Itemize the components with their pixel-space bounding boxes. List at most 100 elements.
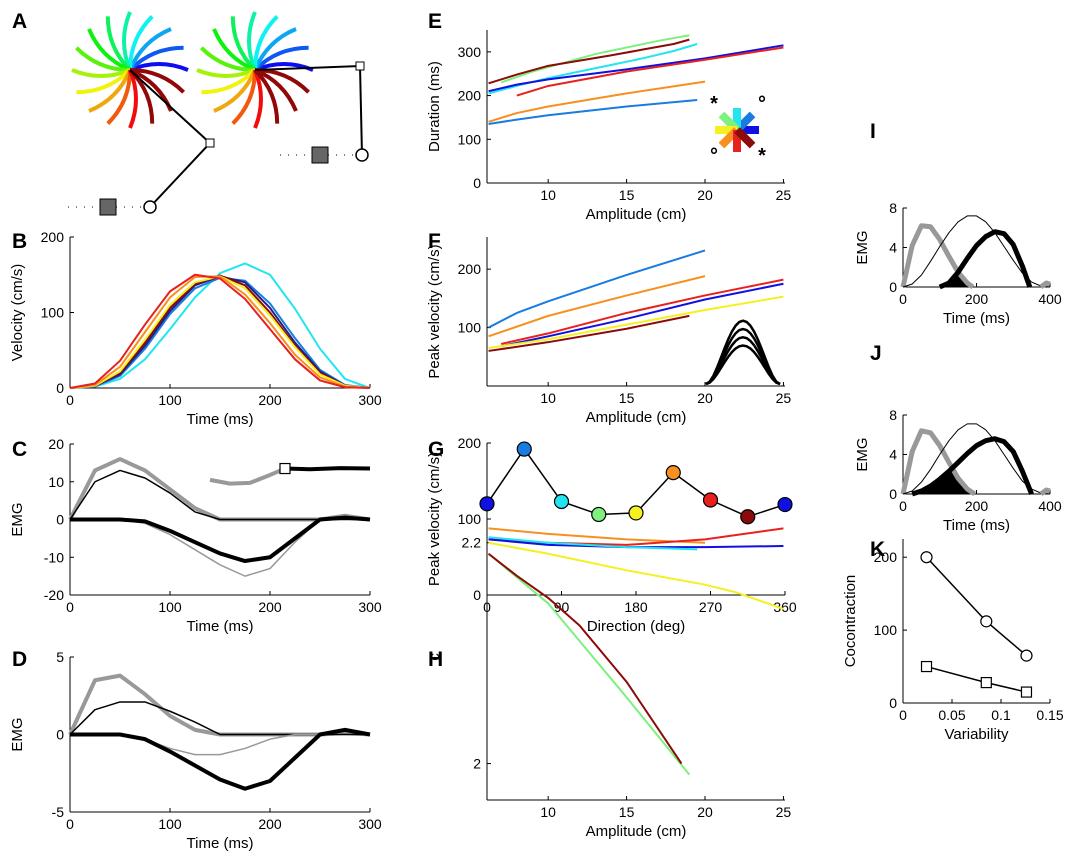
y-tick-label: 5 (56, 649, 64, 665)
trajectory (196, 68, 256, 78)
x-tick-label: 20 (697, 187, 713, 203)
panel-label: F (428, 230, 441, 253)
x-tick-label: 10 (540, 804, 556, 820)
body (99, 198, 117, 216)
line (70, 515, 371, 564)
annotation: ° (758, 93, 766, 115)
line (488, 80, 706, 123)
x-tick-label: 20 (697, 390, 713, 406)
line (70, 514, 371, 577)
y-axis-label: Peak velocity (cm/s) (426, 244, 443, 378)
trajectory (230, 16, 257, 72)
x-tick-label: 10 (540, 390, 556, 406)
line (488, 314, 690, 352)
line (488, 541, 784, 610)
trajectory (212, 28, 256, 72)
line (488, 275, 706, 338)
marker (777, 496, 793, 513)
trajectory (76, 68, 132, 95)
y-tick-label: 2 (473, 756, 481, 772)
y-tick-label: 0 (889, 486, 897, 502)
x-tick-label: 400 (1038, 498, 1062, 514)
panel-label: K (870, 538, 885, 561)
shoulder (143, 200, 157, 214)
y-tick-label: 100 (874, 622, 898, 638)
trajectory (253, 15, 279, 71)
y-axis-label: Peak velocity (cm/s) (426, 452, 443, 586)
x-tick-label: 0 (899, 707, 907, 723)
x-axis-label: Time (ms) (187, 411, 254, 428)
y-tick-label: 8 (889, 407, 897, 423)
line (926, 665, 1027, 693)
y-axis-label: Cocontraction (842, 575, 859, 668)
trajectory (253, 68, 280, 124)
line (500, 278, 784, 345)
x-axis-label: Variability (945, 726, 1009, 743)
x-tick-label: 0 (899, 498, 907, 514)
x-tick-label: 100 (158, 392, 182, 408)
x-tick-label: 0 (66, 392, 74, 408)
x-axis-label: Time (ms) (187, 835, 254, 852)
line (69, 469, 370, 521)
y-axis-label: Duration (ms) (426, 61, 443, 152)
trajectory (128, 27, 172, 71)
trajectory (105, 16, 132, 72)
y-axis-label: EMG (9, 717, 26, 751)
line (284, 466, 371, 472)
line (488, 527, 784, 546)
line (488, 43, 698, 95)
trajectory (128, 15, 154, 71)
x-tick-label: 200 (258, 816, 282, 832)
trajectory (231, 69, 257, 125)
y-tick-label: -5 (52, 804, 65, 820)
y-tick-label: 300 (458, 44, 482, 60)
marker (920, 660, 933, 673)
trajectory (87, 28, 131, 72)
y-tick-label: 2.2 (462, 535, 482, 551)
y-tick-label: 8 (889, 200, 897, 216)
y-tick-label: 0 (889, 695, 897, 711)
x-tick-label: 300 (358, 599, 382, 615)
line (69, 701, 370, 736)
x-tick-label: 400 (1038, 291, 1062, 307)
shoulder (355, 148, 369, 162)
panel-label: G (428, 438, 444, 461)
trajectory (122, 11, 132, 71)
trajectory (71, 68, 131, 78)
y-axis-label: Velocity (cm/s) (9, 264, 26, 362)
y-tick-label: 100 (458, 511, 482, 527)
y-tick-label: 200 (41, 229, 65, 245)
line (488, 295, 784, 350)
x-tick-label: 0 (66, 816, 74, 832)
body (311, 146, 329, 164)
inset-profile (705, 319, 781, 386)
y-tick-label: 0 (56, 380, 64, 396)
y-tick-label: 200 (874, 549, 898, 565)
marker (920, 551, 933, 564)
y-axis-label: EMG (9, 502, 26, 536)
annotation: * (710, 93, 718, 115)
elbow (205, 138, 215, 148)
y-tick-label: 200 (458, 261, 482, 277)
line (69, 275, 371, 389)
x-axis-label: Direction (deg) (587, 618, 685, 635)
trajectory (88, 69, 132, 113)
annotation: * (758, 145, 766, 167)
x-tick-label: 200 (965, 498, 989, 514)
line (500, 34, 690, 84)
line (900, 223, 975, 290)
marker (980, 615, 993, 628)
line (209, 466, 286, 486)
marker (553, 493, 570, 510)
y-tick-label: 0 (473, 587, 481, 603)
x-axis-label: Amplitude (cm) (586, 206, 687, 223)
y-tick-label: 100 (458, 131, 482, 147)
x-tick-label: 90 (554, 599, 570, 615)
y-axis-label: EMG (854, 230, 871, 264)
panel-label: C (12, 438, 27, 461)
x-axis-label: Time (ms) (943, 517, 1010, 534)
x-tick-label: 200 (258, 392, 282, 408)
line (487, 552, 683, 765)
